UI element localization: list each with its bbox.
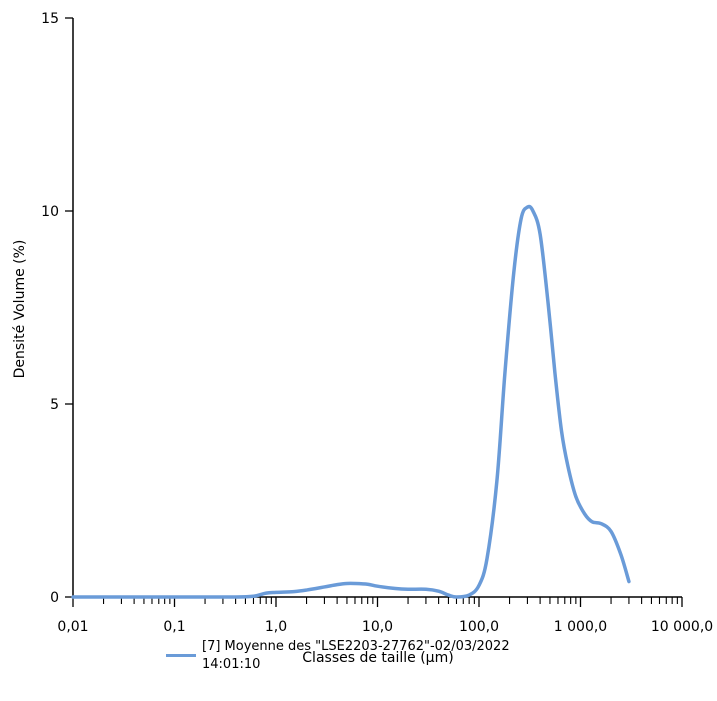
x-tick-label: 10,0 bbox=[362, 619, 393, 635]
y-axis-label: Densité Volume (%) bbox=[12, 240, 28, 379]
series-layer bbox=[71, 204, 631, 599]
ticks: 0,01 0,1 1,0 10,0 100,0 1 000,0 10 000,0 0 5 10 15 bbox=[41, 11, 713, 635]
y-tick-label: 5 bbox=[50, 397, 59, 413]
x-tick-label: 0,1 bbox=[163, 619, 185, 635]
series-line bbox=[71, 204, 631, 599]
y-tick-label: 0 bbox=[50, 590, 59, 606]
x-tick-label: 1,0 bbox=[265, 619, 287, 635]
y-tick-label: 15 bbox=[41, 11, 59, 27]
legend: [7] Moyenne des "LSE2203-27762"-02/03/20… bbox=[166, 638, 562, 674]
x-tick-label: 100,0 bbox=[459, 619, 499, 635]
axes bbox=[72, 18, 682, 598]
x-axis-label: Classes de taille (µm) bbox=[302, 650, 453, 666]
legend-swatch bbox=[166, 654, 196, 657]
legend-label: [7] Moyenne des "LSE2203-27762"-02/03/20… bbox=[202, 639, 510, 672]
x-tick-label: 1 000,0 bbox=[554, 619, 607, 635]
x-tick-label: 0,01 bbox=[57, 619, 88, 635]
y-tick-label: 10 bbox=[41, 204, 59, 220]
x-tick-label: 10 000,0 bbox=[651, 619, 713, 635]
